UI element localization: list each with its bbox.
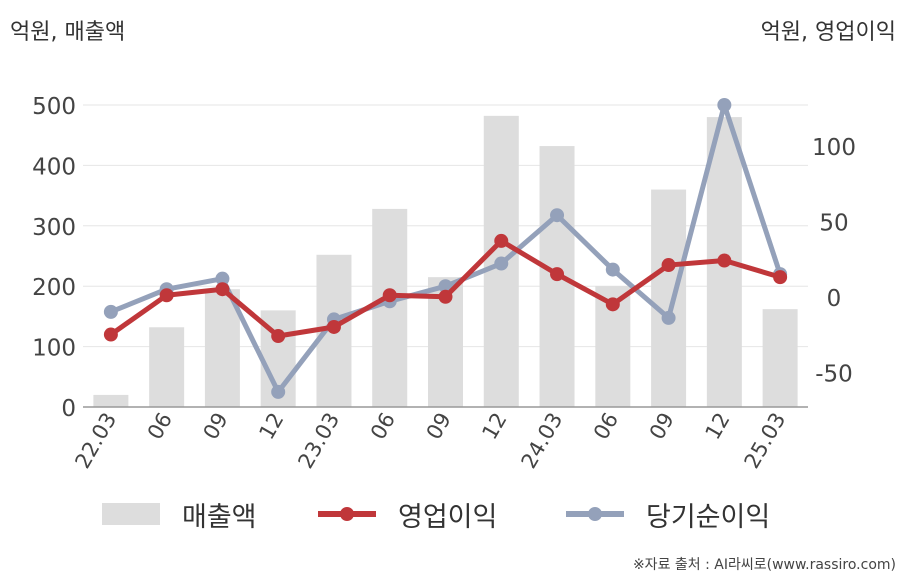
- operating-profit-point: [159, 288, 174, 303]
- x-axis-ticks: 22.03 06 09 12 23.03 06 09 12 24.03 06 09 12 25.03: [70, 409, 790, 473]
- net-income-point: [661, 310, 676, 325]
- operating-profit-point: [382, 288, 397, 303]
- right-axis-ticks: -50 0 50 100: [812, 135, 856, 387]
- legend-label-operating-profit: 영업이익: [398, 501, 498, 533]
- left-tick-label: 100: [32, 336, 76, 362]
- left-tick-label: 400: [32, 154, 76, 180]
- source-note: ※자료 출처 : AI라씨로(www.rassiro.com): [632, 557, 896, 573]
- bar-sales: [204, 289, 240, 407]
- x-tick-label: 22.03: [70, 409, 121, 473]
- right-tick-label: 100: [812, 135, 856, 161]
- bar-sales: [93, 394, 129, 407]
- net-income-point: [550, 208, 565, 223]
- x-tick-label: 24.03: [517, 409, 568, 473]
- legend-swatch-net-income: [566, 503, 624, 525]
- x-tick-label: 12: [701, 409, 735, 444]
- left-tick-label: 200: [32, 275, 76, 301]
- operating-profit-point: [494, 233, 509, 248]
- net-income-point: [271, 384, 286, 399]
- x-tick-label: 06: [366, 409, 400, 444]
- net-income-point: [605, 262, 620, 277]
- x-tick-label: 09: [422, 409, 456, 444]
- right-tick-label: 50: [819, 210, 848, 236]
- operating-profit-point: [605, 297, 620, 312]
- net-income-point: [103, 304, 118, 319]
- bar-sales: [651, 189, 687, 407]
- operating-profit-point: [271, 329, 286, 344]
- operating-profit-point: [661, 258, 676, 273]
- x-tick-label: 12: [477, 409, 511, 444]
- legend: 매출액 영업이익 당기순이익: [0, 492, 908, 536]
- net-income-point: [717, 98, 732, 112]
- x-tick-label: 06: [589, 409, 623, 444]
- left-axis-unit: 억원, 매출액: [10, 20, 126, 45]
- operating-profit-point: [550, 267, 565, 282]
- net-income-point: [494, 256, 509, 271]
- legend-label-sales: 매출액: [182, 501, 257, 533]
- right-tick-label: -50: [815, 361, 853, 387]
- legend-item-sales: 매출액: [102, 492, 257, 536]
- right-axis-unit: 억원, 영업이익: [760, 20, 896, 45]
- x-tick-label: 12: [254, 409, 288, 444]
- legend-label-net-income: 당기순이익: [646, 501, 771, 533]
- x-tick-label: 23.03: [293, 409, 344, 473]
- operating-profit-point: [326, 319, 341, 334]
- operating-profit-point: [717, 253, 732, 268]
- bar-sales: [149, 327, 185, 407]
- x-tick-label: 06: [143, 409, 177, 444]
- left-tick-label: 300: [32, 215, 76, 241]
- legend-item-operating-profit: 영업이익: [318, 492, 497, 536]
- legend-item-net-income: 당기순이익: [566, 492, 770, 536]
- bar-sales: [762, 309, 798, 407]
- operating-profit-point: [103, 327, 118, 342]
- legend-swatch-operating-profit: [318, 503, 376, 525]
- legend-swatch-sales: [102, 503, 160, 525]
- line-series: [103, 98, 788, 399]
- left-tick-label: 0: [61, 396, 76, 422]
- operating-profit-point: [773, 270, 788, 285]
- net-income-point: [215, 271, 230, 286]
- left-axis-ticks: 0 100 200 300 400 500: [32, 94, 76, 422]
- x-tick-label: 25.03: [740, 409, 791, 473]
- left-tick-label: 500: [32, 94, 76, 120]
- operating-profit-point: [438, 289, 453, 304]
- operating-profit-point: [215, 282, 230, 297]
- x-tick-label: 09: [645, 409, 679, 444]
- right-tick-label: 0: [827, 286, 842, 312]
- net-income-point: [438, 279, 453, 294]
- x-tick-label: 09: [199, 409, 233, 444]
